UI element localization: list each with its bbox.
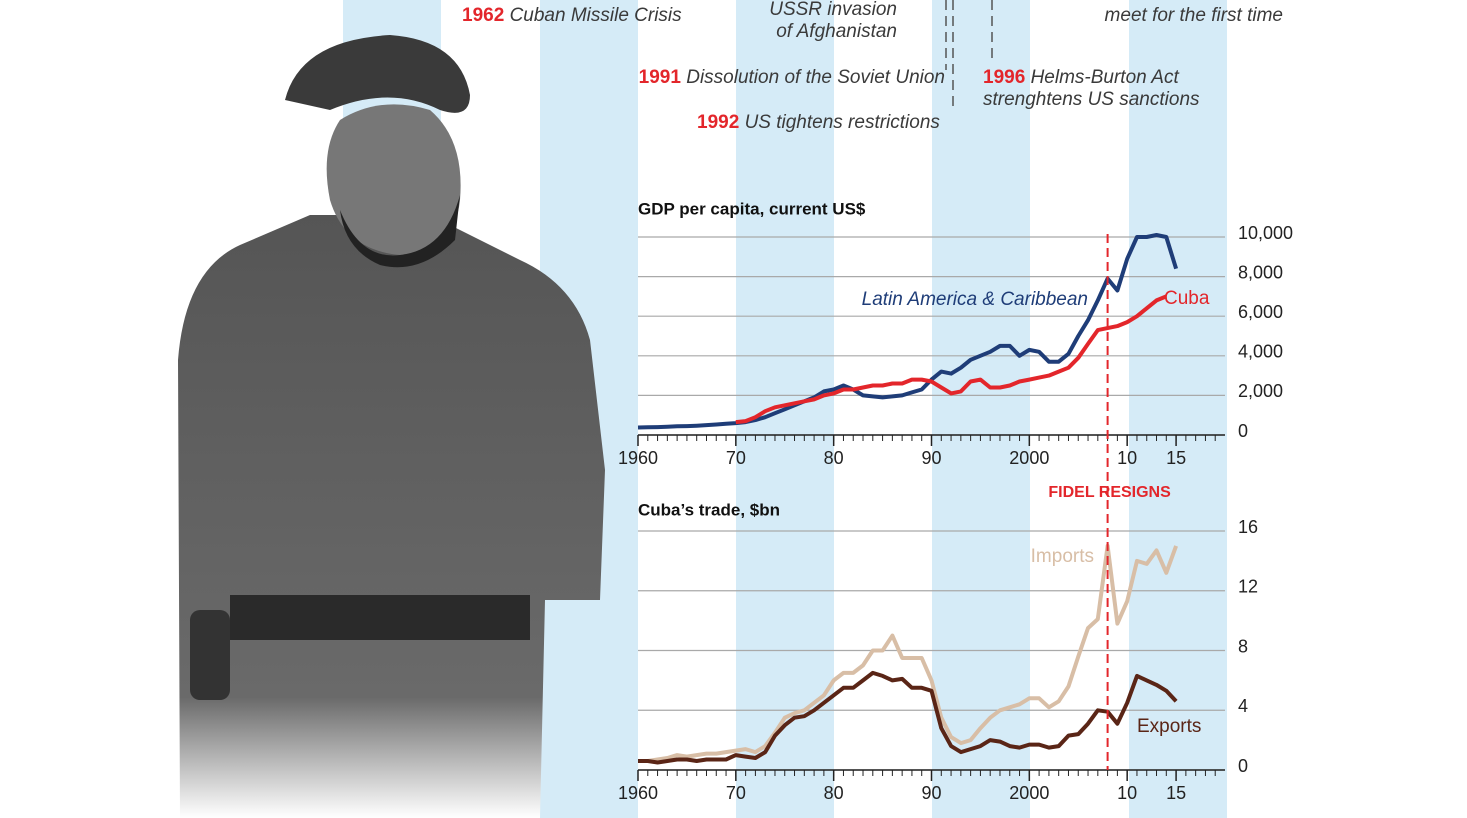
series-label: Latin America & Caribbean <box>862 289 1088 310</box>
timeline: 1962 Cuban Missile Crisis USSR invasionof… <box>462 0 1283 133</box>
timeline-text: 1962 Cuban Missile Crisis <box>462 5 682 26</box>
y-tick-label: 6,000 <box>1238 302 1283 322</box>
series-line <box>638 543 1178 763</box>
series-label: Exports <box>1137 716 1201 737</box>
series-line <box>735 294 1168 425</box>
y-tick-label: 16 <box>1238 517 1258 537</box>
x-tick-label: 15 <box>1166 448 1186 468</box>
y-tick-label: 4 <box>1238 696 1248 716</box>
y-tick-label: 8,000 <box>1238 262 1283 282</box>
x-tick-label: 2000 <box>1009 783 1049 803</box>
timeline-line: USSR invasion <box>769 0 897 20</box>
timeline-text: of Afghanistan <box>776 21 897 42</box>
photo <box>178 35 605 818</box>
x-tick-label: 2000 <box>1009 448 1049 468</box>
timeline-line: meet for the first time <box>1105 5 1283 26</box>
timeline-year: 1996 <box>983 67 1025 88</box>
timeline-text: 1991 Dissolution of the Soviet Union <box>639 67 945 88</box>
x-tick-label: 1960 <box>618 783 658 803</box>
timeline-text: 1992 US tightens restrictions <box>697 112 940 133</box>
series-line <box>637 233 1179 430</box>
timeline-line: Dissolution of the Soviet Union <box>686 67 945 88</box>
x-tick-label: 10 <box>1117 783 1137 803</box>
timeline-text: USSR invasion <box>769 0 897 20</box>
series-label: Cuba <box>1164 288 1210 309</box>
y-tick-label: 2,000 <box>1238 381 1283 401</box>
x-tick-label: 15 <box>1166 783 1186 803</box>
x-tick-label: 80 <box>824 448 844 468</box>
timeline-text: strenghtens US sanctions <box>983 89 1200 110</box>
series-line <box>638 670 1178 765</box>
y-tick-label: 0 <box>1238 756 1248 776</box>
timeline-year: 1992 <box>697 112 739 133</box>
timeline-text: meet for the first time <box>1105 5 1283 26</box>
y-tick-label: 10,000 <box>1238 223 1293 243</box>
series-label: Imports <box>1031 546 1094 567</box>
timeline-connectors <box>945 0 993 108</box>
timeline-line: Cuban Missile Crisis <box>510 5 683 26</box>
x-tick-label: 90 <box>921 448 941 468</box>
timeline-text: 1996 Helms-Burton Act <box>983 67 1179 88</box>
x-tick-label: 10 <box>1117 448 1137 468</box>
event-label: FIDEL RESIGNS <box>1048 484 1171 501</box>
x-tick-label: 90 <box>921 783 941 803</box>
y-tick-label: 4,000 <box>1238 342 1283 362</box>
x-tick-label: 1960 <box>618 448 658 468</box>
chart-title: Cuba’s trade, $bn <box>638 500 780 519</box>
x-tick-label: 70 <box>726 783 746 803</box>
timeline-year: 1962 <box>462 5 504 26</box>
x-tick-label: 80 <box>824 783 844 803</box>
timeline-line: of Afghanistan <box>776 21 897 42</box>
x-tick-label: 70 <box>726 448 746 468</box>
y-tick-label: 0 <box>1238 421 1248 441</box>
timeline-line: US tightens restrictions <box>745 112 941 133</box>
y-tick-label: 12 <box>1238 577 1258 597</box>
timeline-year: 1991 <box>639 67 682 88</box>
chart-title: GDP per capita, current US$ <box>638 199 866 218</box>
timeline-line: strenghtens US sanctions <box>983 89 1200 110</box>
timeline-line: Helms-Burton Act <box>1031 67 1180 88</box>
y-tick-label: 8 <box>1238 636 1248 656</box>
